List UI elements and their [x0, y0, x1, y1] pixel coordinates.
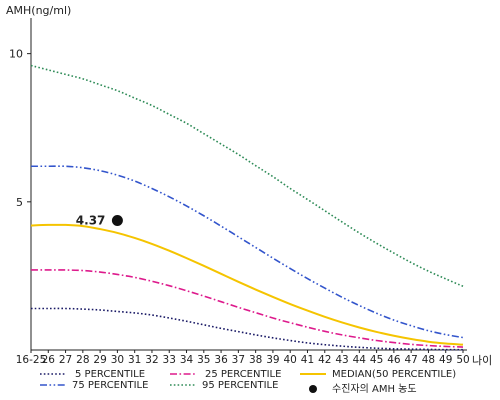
patient-amh-point	[111, 214, 123, 226]
legend-label-25-percentile: 25 PERCENTILE	[205, 369, 281, 380]
x-tick-label: 28	[76, 354, 89, 366]
legend-label-95-percentile: 95 PERCENTILE	[202, 380, 278, 391]
series-layer	[30, 64, 464, 351]
x-tick-label: 41	[301, 354, 314, 366]
legend: 5 PERCENTILE 25 PERCENTILE MEDIAN(50 PERCE…	[40, 369, 456, 395]
x-tick-label: 30	[111, 354, 124, 366]
x-axis-label: 나이	[472, 354, 492, 367]
x-tick-label: 26	[42, 354, 56, 366]
x-tick-label: 49	[439, 354, 452, 366]
y-axis-label: AMH(ng/ml)	[6, 4, 71, 17]
point-layer: 4.37	[76, 213, 123, 227]
legend-swatch-patient-point	[309, 385, 317, 393]
x-tick-label: 38	[249, 354, 262, 366]
x-tick-label: 37	[232, 354, 245, 366]
x-tick-label: 42	[318, 354, 331, 366]
series-line-median-50-percentile	[30, 223, 464, 346]
x-tick-label: 46	[387, 354, 401, 366]
series-line-95-percentile	[30, 64, 464, 288]
legend-label-75-percentile: 75 PERCENTILE	[72, 380, 148, 391]
x-tick-label: 45	[370, 354, 383, 366]
patient-amh-value-label: 4.37	[76, 213, 106, 227]
series-line-25-percentile	[31, 269, 464, 348]
x-tick-label: 40	[284, 354, 297, 366]
series-line-5-percentile	[31, 307, 464, 351]
y-ticks: 5 10	[9, 48, 31, 209]
x-tick-label: 48	[422, 354, 435, 366]
y-tick-label: 5	[16, 196, 23, 209]
legend-label-patient-point: 수진자의 AMH 농도	[332, 383, 417, 395]
x-tick-label: 33	[163, 354, 176, 366]
x-tick-label: 50	[456, 354, 469, 366]
legend-label-median-50-percentile: MEDIAN(50 PERCENTILE)	[332, 369, 456, 380]
x-tick-label: 43	[335, 354, 348, 366]
x-tick-label: 16-25	[16, 354, 47, 366]
x-tick-label: 31	[128, 354, 141, 366]
series-line-75-percentile	[31, 165, 464, 339]
x-tick-label: 34	[180, 354, 194, 366]
x-tick-label: 35	[197, 354, 210, 366]
y-tick-label: 10	[9, 48, 23, 61]
legend-label-5-percentile: 5 PERCENTILE	[75, 369, 145, 380]
x-tick-label: 32	[145, 354, 158, 366]
x-tick-label: 27	[59, 354, 72, 366]
x-tick-label: 36	[214, 354, 228, 366]
x-tick-label: 29	[93, 354, 106, 366]
x-tick-label: 44	[353, 354, 367, 366]
x-tick-label: 39	[266, 354, 279, 366]
x-tick-label: 47	[404, 354, 417, 366]
